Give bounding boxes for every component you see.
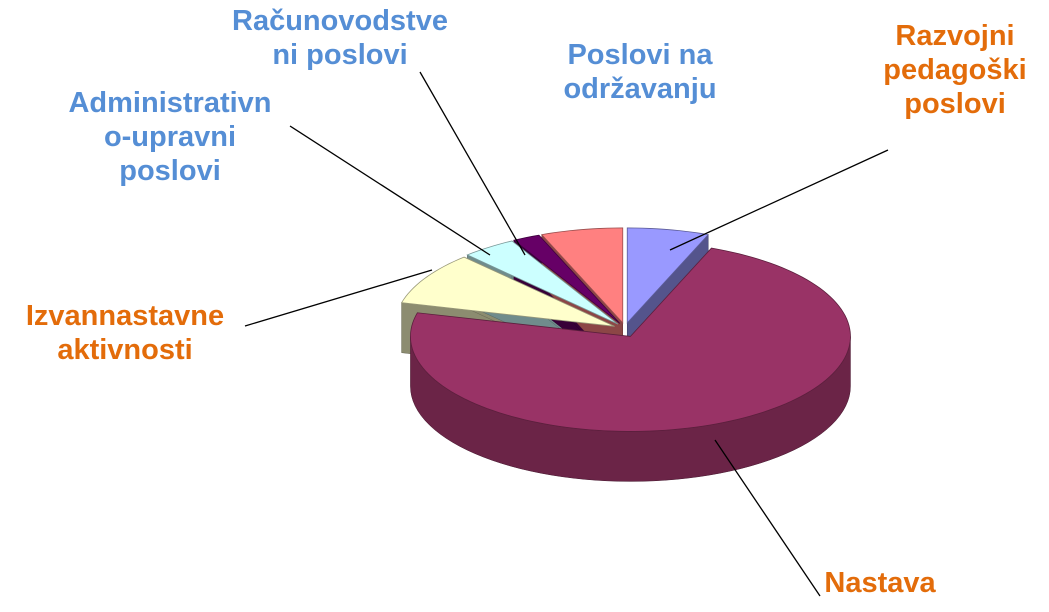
leader-line xyxy=(289,125,491,256)
slice xyxy=(512,234,621,324)
slice-label: Razvojni pedagoški poslovi xyxy=(883,20,1026,120)
slice xyxy=(540,227,624,324)
slice xyxy=(466,240,619,325)
leader-line xyxy=(244,269,433,327)
slice-label: Administrativn o-upravni poslovi xyxy=(68,87,271,187)
slice xyxy=(400,256,615,327)
leader-line xyxy=(714,439,821,597)
slice-label: Nastava xyxy=(824,567,936,599)
leader-line xyxy=(669,149,889,251)
slice-label: Izvannastavne aktivnosti xyxy=(26,300,224,366)
slice-label: Poslovi na održavanju xyxy=(563,39,716,105)
leader-line xyxy=(419,71,526,256)
slice xyxy=(410,247,851,432)
slice-label: Računovodstve ni poslovi xyxy=(232,5,448,71)
slice xyxy=(626,227,710,324)
